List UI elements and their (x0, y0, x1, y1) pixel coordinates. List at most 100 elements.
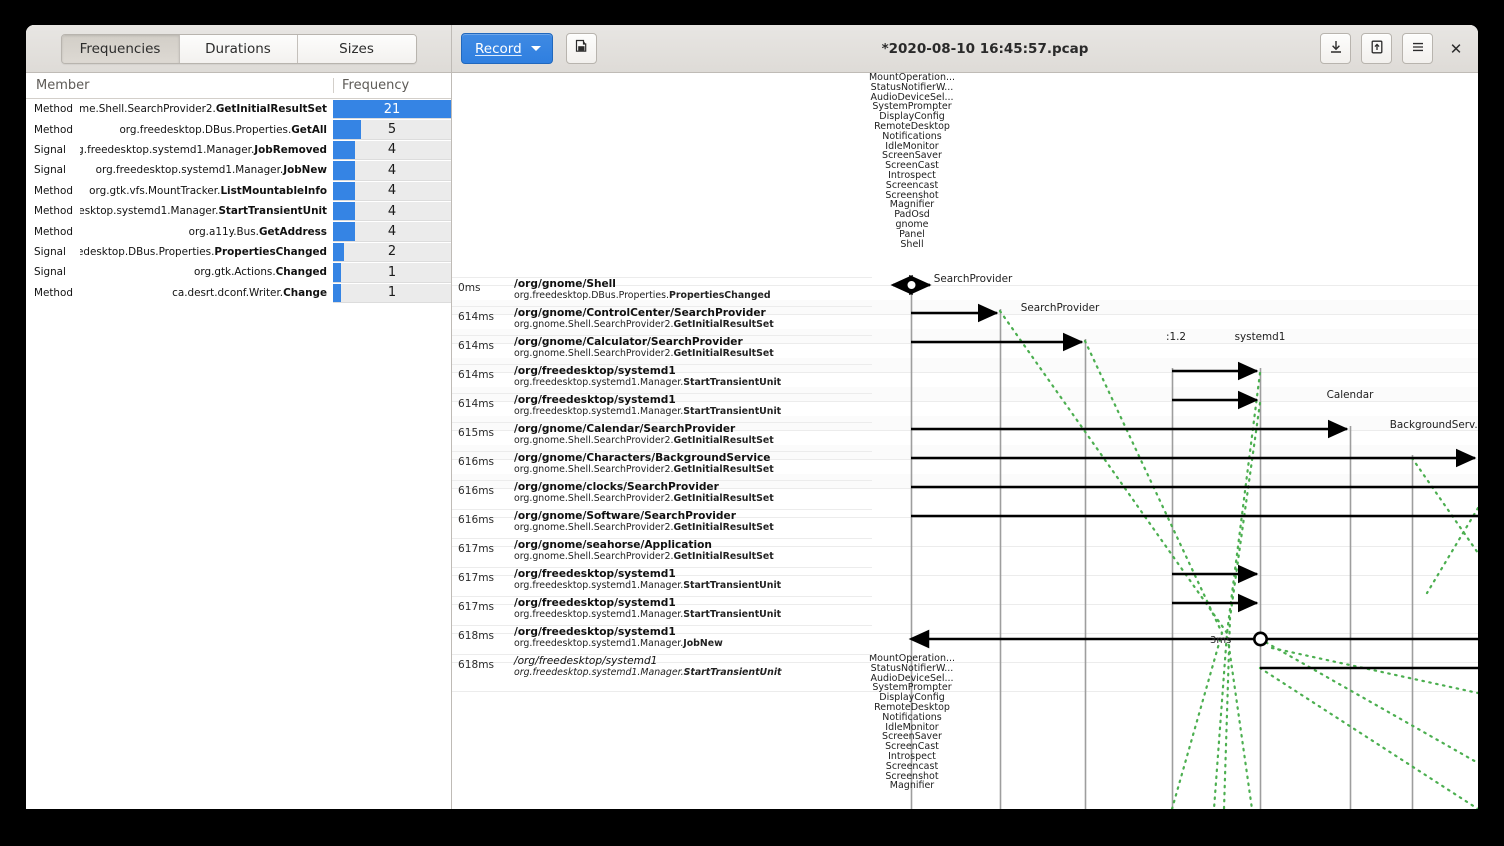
message-object-path: /org/freedesktop/systemd1 (514, 655, 658, 667)
lifeline-name-label: systemd1 (1234, 331, 1286, 343)
row-frequency-value: 4 (387, 203, 397, 219)
row-member: org.gtk.Actions. Changed (80, 262, 333, 282)
message-member-name: GetInitialResultSet (673, 434, 774, 446)
diagram-svg (452, 274, 1478, 809)
message-interface: org.gnome.Shell.SearchProvider2. (514, 434, 674, 446)
message-member: org.freedesktop.systemd1.Manager.StartTr… (514, 667, 782, 678)
table-row[interactable]: Method org.a11y.Bus. GetAddress 4 (26, 221, 451, 242)
row-member-name: GetInitialResultSet (215, 103, 327, 116)
tab-frequencies[interactable]: Frequencies (61, 34, 180, 63)
message-interface: org.freedesktop.DBus.Properties. (514, 289, 670, 301)
download-button[interactable] (1320, 33, 1351, 64)
row-frequency-value: 2 (387, 244, 397, 260)
lifeline-column-label: AudioDeviceSel... (870, 672, 954, 684)
bar-fill (333, 222, 356, 241)
column-header-frequency[interactable]: Frequency (333, 78, 451, 93)
table-row[interactable]: Method org.gtk.vfs.MountTracker. ListMount… (26, 180, 451, 201)
save-as-button[interactable] (1361, 33, 1392, 64)
table-row[interactable]: Signal org.freedesktop.DBus.Properties.Pr… (26, 241, 451, 263)
message-object-path: /org/gnome/Shell (514, 278, 616, 290)
row-kind: Signal (34, 245, 66, 258)
row-kind: Signal (34, 143, 66, 156)
message-list-item[interactable]: 616ms/org/gnome/Software/SearchProvider o… (452, 509, 872, 538)
tab-frequencies-label: Frequencies (79, 40, 161, 57)
row-member-prefix: org.gnome.Shell.SearchProvider2. (80, 103, 216, 116)
message-arrows (908, 303, 1478, 670)
row-member-prefix: org.freedesktop.systemd1.Manager. (95, 164, 284, 177)
bar-fill (333, 181, 356, 200)
bar-fill (333, 100, 451, 119)
close-button[interactable]: ✕ (1443, 36, 1469, 62)
message-member-name: GetInitialResultSet (673, 347, 774, 359)
lifeline-column-label: IdleMonitor (885, 140, 939, 152)
message-list-item[interactable]: 616ms/org/gnome/clocks/SearchProvider org… (452, 480, 872, 509)
message-member: org.gnome.Shell.SearchProvider2.GetIniti… (514, 348, 774, 359)
table-row[interactable]: Method org.freedesktop.DBus.Properties. Ge… (26, 119, 451, 140)
lifelines (910, 291, 1414, 809)
app-window: Frequencies Durations Sizes Record (26, 25, 1478, 809)
message-list-item[interactable]: 617ms/org/gnome/seahorse/Application org.… (452, 538, 872, 567)
tab-durations[interactable]: Durations (179, 34, 298, 63)
row-member-name: JobRemoved (254, 143, 327, 156)
row-frequency-bar: 4 (333, 160, 451, 181)
message-interface: org.freedesktop.systemd1.Manager. (514, 637, 684, 649)
message-list-item[interactable]: 0ms/org/gnome/Shell org.freedesktop.DBus.… (452, 277, 872, 306)
header-bar: Frequencies Durations Sizes Record (26, 25, 1478, 73)
table-row[interactable]: Signal org.gtk.Actions. Changed 1 (26, 262, 451, 283)
lifeline-column-label: Notifications (882, 711, 942, 723)
table-row[interactable]: Signal org.freedesktop.systemd1.Manager. J… (26, 160, 451, 181)
row-member: org.freedesktop.DBus.Properties. GetAll (80, 119, 333, 139)
message-list-item[interactable]: 614ms/org/gnome/ControlCenter/SearchProv… (452, 306, 872, 335)
lifeline-column-label: RemoteDesktop (874, 701, 950, 713)
bar-fill (333, 263, 342, 282)
statistics-rows: Method org.gnome.Shell.SearchProvider2.Ge… (26, 99, 451, 809)
table-row[interactable]: Signal org.freedesktop.systemd1.Manager. J… (26, 139, 451, 161)
table-row[interactable]: Method ca.desrt.dconf.Writer. Change 1 (26, 282, 451, 303)
row-frequency-value: 4 (387, 224, 397, 240)
lifeline-column-label: DisplayConfig (879, 111, 945, 123)
row-kind: Method (34, 225, 73, 238)
message-list-item[interactable]: 618ms/org/freedesktop/systemd1 org.freede… (452, 625, 872, 654)
close-icon: ✕ (1449, 39, 1463, 58)
save-as-icon (1369, 39, 1385, 59)
message-list-item[interactable]: 614ms/org/freedesktop/systemd1 org.freede… (452, 393, 872, 422)
row-kind: Method (34, 103, 73, 116)
message-list-item[interactable]: 615ms/org/gnome/Calendar/SearchProvider o… (452, 422, 872, 451)
message-list-item[interactable]: 618ms/org/freedesktop/systemd1 org.freede… (452, 654, 872, 683)
open-file-icon (573, 38, 590, 59)
message-timestamp: 0ms (458, 282, 481, 294)
row-member: org.gnome.Shell.SearchProvider2.GetIniti… (80, 99, 333, 119)
row-frequency-value: 5 (387, 122, 397, 138)
message-interface: org.freedesktop.systemd1.Manager. (514, 376, 684, 388)
table-row[interactable]: Method org.gnome.Shell.SearchProvider2.Ge… (26, 99, 451, 120)
message-interface: org.freedesktop.systemd1.Manager. (514, 579, 684, 591)
message-interface: org.gnome.Shell.SearchProvider2. (514, 347, 674, 359)
message-timestamp: 617ms (458, 601, 495, 613)
message-member-name: GetInitialResultSet (673, 492, 774, 504)
diagram-canvas (452, 73, 1478, 809)
row-frequency-bar: 4 (333, 221, 451, 242)
row-divider (452, 306, 872, 307)
table-row[interactable]: Method org.freedesktop.systemd1.Manager.S… (26, 200, 451, 222)
open-file-button[interactable] (565, 33, 597, 64)
lifeline-column-label: StatusNotifierW... (870, 662, 954, 674)
record-button[interactable]: Record (461, 33, 553, 64)
tab-durations-label: Durations (205, 40, 271, 57)
bar-fill (333, 140, 356, 160)
row-frequency-value: 1 (387, 264, 397, 280)
sequence-diagram-pane[interactable]: MountOperation... StatusNotifierW... Audio… (452, 73, 1478, 809)
column-header-member[interactable]: Member (36, 78, 90, 93)
message-interface: org.gnome.Shell.SearchProvider2. (514, 463, 674, 475)
message-member: org.gnome.Shell.SearchProvider2.GetIniti… (514, 551, 774, 562)
message-list-item[interactable]: 614ms/org/gnome/Calculator/SearchProvide… (452, 335, 872, 364)
message-member: org.freedesktop.systemd1.Manager.StartTr… (514, 609, 781, 620)
lifeline-column-labels-bottom: MountOperation... StatusNotifierW... Audio… (852, 654, 972, 791)
message-list-item[interactable]: 617ms/org/freedesktop/systemd1 org.freede… (452, 596, 872, 625)
message-list-item[interactable]: 616ms/org/gnome/Characters/BackgroundSer… (452, 451, 872, 480)
message-interface: org.freedesktop.systemd1.Manager. (514, 666, 684, 678)
tab-sizes[interactable]: Sizes (297, 34, 416, 63)
menu-button[interactable] (1402, 33, 1433, 64)
lifeline-column-label: AudioDeviceSel... (870, 91, 954, 103)
message-list-item[interactable]: 617ms/org/freedesktop/systemd1 org.freede… (452, 567, 872, 596)
message-list-item[interactable]: 614ms/org/freedesktop/systemd1 org.freede… (452, 364, 872, 393)
